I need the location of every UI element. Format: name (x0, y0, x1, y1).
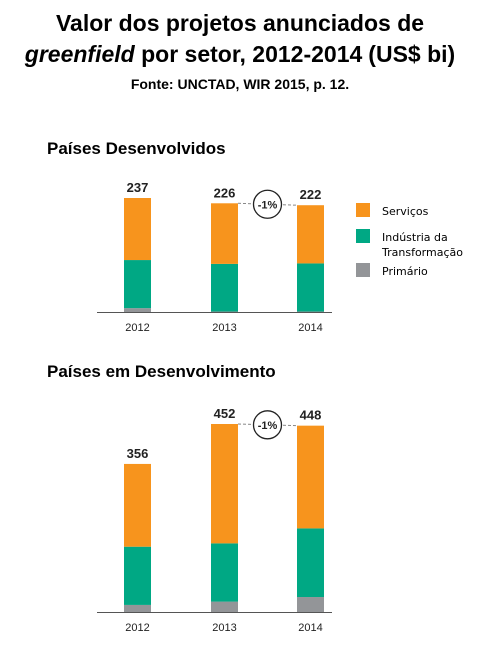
bar-2012-servi-os (124, 463, 151, 547)
tick-label-2012: 2012 (125, 622, 149, 634)
chart-title-developing: Países em Desenvolvimento (47, 362, 276, 381)
tick-label-2013: 2013 (212, 622, 236, 634)
tick-label-2012: 2012 (125, 322, 149, 334)
title-units: (US$ bi) (368, 41, 456, 67)
bar-2012-ind-stria-da-transforma-o (124, 546, 151, 605)
legend-swatch-primario (356, 263, 370, 277)
change-annotation-circle (252, 410, 283, 440)
bar-2013-ind-stria-da-transforma-o (211, 263, 238, 312)
legend-label-industria-line2: Transformação (382, 246, 463, 259)
bar-2013-servi-os (211, 424, 238, 544)
legend-swatch-industria (356, 229, 370, 243)
chart-main-title: Valor dos projetos anunciados de greenfi… (0, 8, 480, 70)
chart-title-developed: Países Desenvolvidos (47, 139, 226, 158)
legend-swatch-servicos (356, 203, 370, 217)
total-label-2013: 226 (214, 185, 236, 200)
title-line-2-rest: por setor, 2012-2014 (134, 41, 363, 67)
title-line-1: Valor dos projetos anunciados de (55, 10, 425, 36)
total-label-2012: 356 (127, 446, 149, 461)
bar-2013-servi-os (211, 203, 238, 264)
bar-2013-prim-rio (211, 601, 238, 612)
bar-2012-servi-os (124, 198, 151, 261)
legend-label-primario: Primário (382, 265, 428, 278)
source-note: Fonte: UNCTAD, WIR 2015, p. 12. (130, 76, 350, 92)
tick-label-2013: 2013 (212, 322, 236, 334)
change-annotation-label: -1% (258, 199, 278, 211)
total-label-2014: 222 (300, 187, 322, 202)
bar-2012-prim-rio (124, 308, 151, 312)
legend-label-industria-line1: Indústria da (382, 231, 448, 244)
bar-2014-ind-stria-da-transforma-o (297, 528, 324, 598)
bar-2014-servi-os (297, 205, 324, 264)
legend-label-industria: Indústria da Transformação (382, 230, 463, 260)
title-italic-word: greenfield (24, 41, 135, 67)
bar-2012-ind-stria-da-transforma-o (124, 260, 151, 309)
change-annotation-label: -1% (258, 420, 278, 432)
total-label-2013: 452 (214, 406, 236, 421)
tick-label-2014: 2014 (298, 622, 322, 634)
tick-label-2014: 2014 (298, 322, 322, 334)
total-label-2014: 448 (300, 408, 322, 423)
bar-2014-servi-os (297, 425, 324, 529)
change-annotation-circle (252, 189, 283, 219)
bar-2013-ind-stria-da-transforma-o (211, 543, 238, 602)
bar-2014-prim-rio (297, 597, 324, 612)
title-line-2: greenfield por setor, 2012-2014 (US$ bi) (0, 39, 480, 70)
bar-2014-ind-stria-da-transforma-o (297, 263, 324, 312)
legend-label-servicos: Serviços (382, 205, 429, 218)
total-label-2012: 237 (127, 180, 149, 195)
bar-2012-prim-rio (124, 604, 151, 612)
